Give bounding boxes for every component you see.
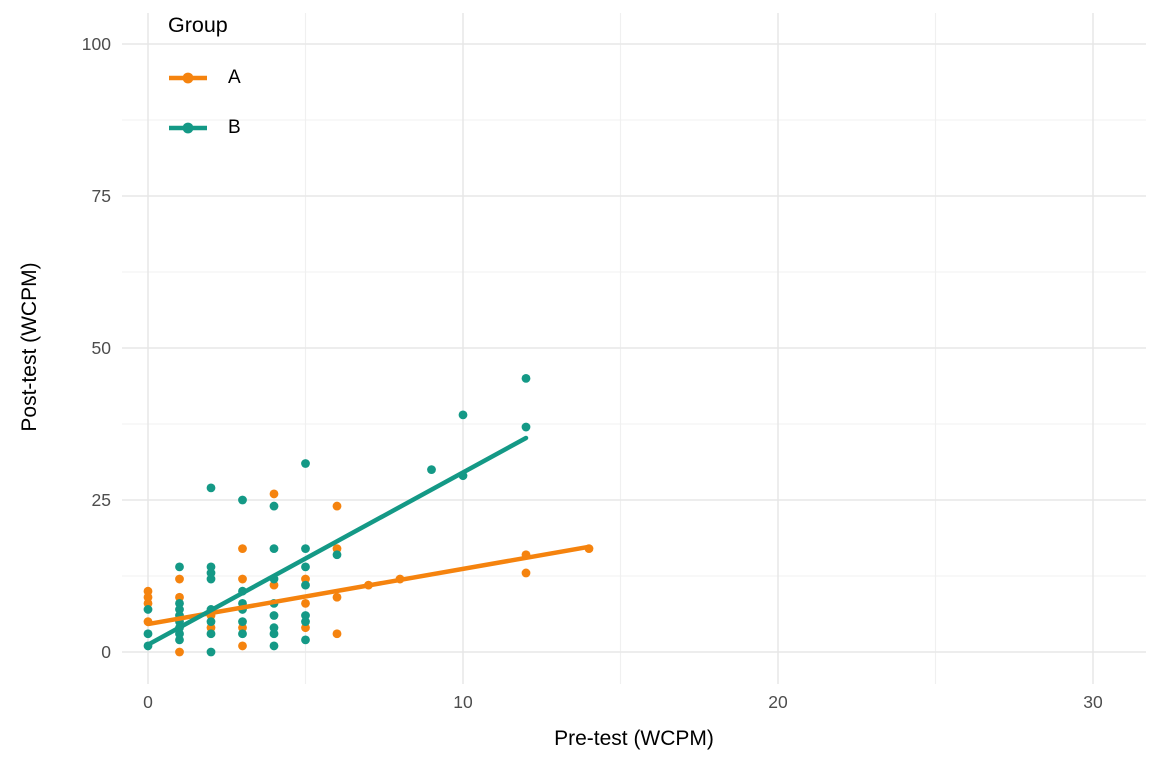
data-point-a <box>175 647 184 657</box>
data-point-a <box>143 586 153 596</box>
data-point-b <box>238 629 247 639</box>
data-point-b <box>175 562 184 572</box>
y-axis-title: Post-test (WCPM) <box>18 262 41 432</box>
data-point-b <box>332 550 342 560</box>
data-point-b <box>301 459 310 468</box>
y-tick-label: 25 <box>92 490 111 510</box>
x-tick-label: 30 <box>1083 692 1103 712</box>
data-point-a <box>332 629 342 639</box>
data-point-b <box>427 465 436 474</box>
legend: Group A B <box>168 12 241 164</box>
data-point-a <box>175 592 184 602</box>
data-point-a <box>301 598 310 608</box>
data-point-b <box>269 641 279 651</box>
x-tick-label: 10 <box>453 692 473 712</box>
data-point-b <box>458 410 468 420</box>
x-tick-label: 20 <box>768 692 788 712</box>
data-point-b <box>175 629 184 639</box>
data-point-a <box>238 574 247 584</box>
data-point-b <box>269 629 279 639</box>
legend-title: Group <box>168 13 228 37</box>
data-point-a <box>269 489 279 499</box>
data-point-a <box>332 544 342 554</box>
legend-entry-b: B <box>168 114 241 142</box>
data-point-a <box>175 574 184 584</box>
y-tick-label: 0 <box>101 642 111 662</box>
y-tick-label: 50 <box>92 338 112 358</box>
legend-label-a: A <box>228 67 241 88</box>
legend-key-a <box>169 72 207 84</box>
data-point-b <box>175 635 184 645</box>
data-point-b <box>143 605 153 614</box>
data-point-a <box>238 544 247 554</box>
y-tick-label: 75 <box>92 186 111 206</box>
x-tick-label: 0 <box>143 692 153 712</box>
data-point-b <box>301 544 310 554</box>
data-point-b <box>175 605 184 614</box>
legend-label-b: B <box>228 117 241 138</box>
data-point-b <box>143 629 153 639</box>
legend-key-dot <box>182 72 194 84</box>
x-axis-title: Pre-test (WCPM) <box>554 727 714 750</box>
data-point-b <box>521 374 531 383</box>
data-point-b <box>269 611 279 620</box>
data-point-b <box>206 483 216 493</box>
data-point-b <box>301 580 310 590</box>
data-point-a <box>143 592 153 602</box>
legend-key-dot <box>182 122 194 134</box>
data-point-a <box>332 501 342 511</box>
data-point-b <box>521 422 531 432</box>
data-point-b <box>238 617 247 626</box>
data-point-b <box>206 629 216 639</box>
data-point-b <box>175 598 184 608</box>
data-point-a <box>238 623 247 633</box>
y-tick-label: 100 <box>82 34 111 54</box>
data-point-b <box>301 635 310 645</box>
data-point-a <box>521 568 531 578</box>
data-point-b <box>301 617 310 626</box>
data-point-b <box>206 568 216 578</box>
data-point-b <box>206 617 216 626</box>
data-point-b <box>206 647 216 657</box>
legend-key-b <box>169 122 207 134</box>
data-point-a <box>143 598 153 608</box>
data-point-a <box>332 592 342 602</box>
data-point-a <box>238 641 247 651</box>
data-point-b <box>238 495 247 505</box>
data-point-b <box>301 611 310 620</box>
data-point-a <box>206 623 216 633</box>
data-point-b <box>301 562 310 572</box>
data-point-b <box>269 544 279 554</box>
data-point-b <box>269 501 279 511</box>
data-point-a <box>301 574 310 584</box>
trend-line-a <box>145 544 592 627</box>
data-point-b <box>206 562 216 572</box>
data-point-b <box>206 574 216 584</box>
data-point-a <box>269 580 279 590</box>
data-point-b <box>269 623 279 633</box>
data-point-a <box>301 623 310 633</box>
trend-line-b <box>145 435 529 647</box>
legend-entry-a: A <box>168 64 241 92</box>
